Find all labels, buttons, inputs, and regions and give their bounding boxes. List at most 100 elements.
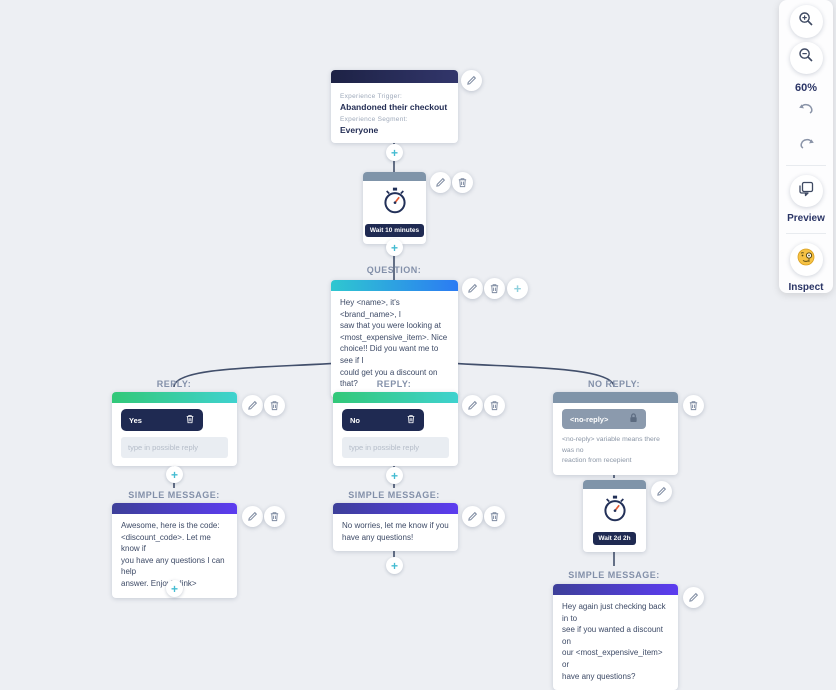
simple-message-node-no[interactable]: No worries, let me know if you have any …	[333, 503, 458, 552]
question-node[interactable]: Hey <name>, it's <brand_name>, I saw tha…	[331, 280, 458, 398]
message-node-header	[112, 503, 237, 514]
trigger-field-label: Experience Trigger:	[340, 93, 403, 100]
pencil-icon	[466, 75, 477, 86]
delete-button[interactable]	[683, 395, 704, 416]
question-label: QUESTION:	[366, 265, 422, 275]
pencil-icon	[467, 283, 478, 294]
no-reply-node-header	[553, 392, 678, 403]
preview-label: Preview	[787, 213, 825, 225]
reply-yes-label: REPLY:	[156, 379, 192, 389]
delete-button[interactable]	[484, 395, 505, 416]
trash-icon	[688, 400, 699, 411]
add-step-button[interactable]: +	[386, 467, 403, 484]
redo-arrow-icon	[798, 136, 815, 155]
delete-button[interactable]	[484, 278, 505, 299]
no-reply-pill: <no-reply>	[562, 409, 646, 429]
inspect-button[interactable]	[789, 243, 823, 276]
trash-icon[interactable]	[185, 411, 195, 429]
edit-button[interactable]	[462, 395, 483, 416]
pencil-icon	[467, 400, 478, 411]
pencil-icon	[467, 511, 478, 522]
zoom-out-button[interactable]	[789, 41, 823, 75]
trash-icon[interactable]	[406, 411, 416, 429]
wait-node-header	[363, 172, 426, 181]
inspect-label: Inspect	[788, 282, 824, 293]
preview-button[interactable]	[789, 174, 823, 208]
simple-message-label: SIMPLE MESSAGE:	[348, 490, 440, 500]
wait-duration-badge: Wait 10 minutes	[364, 224, 425, 237]
add-branch-button[interactable]: +	[507, 278, 528, 299]
reply-pill-no[interactable]: No	[342, 409, 424, 431]
wait-duration-badge: Wait 2d 2h	[593, 532, 636, 545]
pencil-icon	[435, 177, 446, 188]
lock-icon	[629, 410, 638, 428]
no-reply-pill-text: <no-reply>	[570, 414, 609, 424]
segment-field-value: Everyone	[340, 125, 379, 135]
edit-button[interactable]	[683, 587, 704, 608]
stopwatch-icon	[600, 494, 630, 529]
wait-node-1[interactable]: Wait 10 minutes	[363, 172, 426, 244]
wait-node-2[interactable]: Wait 2d 2h	[583, 480, 646, 552]
magnifier-plus-icon	[798, 11, 814, 32]
divider	[786, 233, 826, 235]
trash-icon	[457, 177, 468, 188]
add-step-button[interactable]: +	[166, 466, 183, 483]
undo-button[interactable]	[790, 100, 823, 120]
no-reply-label: NO REPLY:	[587, 379, 641, 389]
trash-icon	[489, 511, 500, 522]
face-with-monocle-icon	[797, 248, 815, 271]
reply-pill-text: No	[350, 415, 360, 425]
trash-icon	[489, 400, 500, 411]
question-text: Hey <name>, it's <brand_name>, I saw tha…	[340, 298, 448, 389]
pencil-icon	[247, 511, 258, 522]
add-step-button[interactable]: +	[166, 580, 183, 597]
pencil-icon	[247, 400, 258, 411]
no-reply-node[interactable]: <no-reply> <no-reply> variable means the…	[553, 392, 678, 475]
redo-button[interactable]	[790, 136, 823, 156]
add-step-button[interactable]: +	[386, 239, 403, 256]
possible-reply-input[interactable]: type in possible reply	[342, 437, 449, 458]
message-node-header	[333, 503, 458, 514]
add-step-button[interactable]: +	[386, 557, 403, 574]
edit-button[interactable]	[242, 506, 263, 527]
pencil-icon	[656, 486, 667, 497]
reply-node-header	[112, 392, 237, 403]
trash-icon	[269, 400, 280, 411]
pencil-icon	[688, 592, 699, 603]
pages-preview-icon	[798, 181, 814, 202]
message-node-header	[553, 584, 678, 595]
message-text: No worries, let me know if you have any …	[342, 521, 449, 542]
reply-node-yes[interactable]: Yes type in possible reply	[112, 392, 237, 466]
delete-button[interactable]	[264, 395, 285, 416]
edit-button[interactable]	[651, 481, 672, 502]
trigger-node-header	[331, 70, 458, 83]
edit-button[interactable]	[462, 278, 483, 299]
stopwatch-icon	[380, 186, 410, 221]
possible-reply-input[interactable]: type in possible reply	[121, 437, 228, 458]
delete-button[interactable]	[484, 506, 505, 527]
reply-node-header	[333, 392, 458, 403]
edit-button[interactable]	[430, 172, 451, 193]
simple-message-label: SIMPLE MESSAGE:	[568, 570, 660, 580]
add-step-button[interactable]: +	[386, 144, 403, 161]
zoom-level-value: 60%	[794, 82, 818, 95]
delete-button[interactable]	[264, 506, 285, 527]
edit-button[interactable]	[242, 395, 263, 416]
delete-button[interactable]	[452, 172, 473, 193]
reply-pill-text: Yes	[129, 415, 142, 425]
reply-pill-yes[interactable]: Yes	[121, 409, 203, 431]
message-text: Hey again just checking back in to see i…	[562, 602, 666, 681]
simple-message-label: SIMPLE MESSAGE:	[128, 490, 220, 500]
trigger-node[interactable]: Experience Trigger: Abandoned their chec…	[331, 70, 458, 143]
simple-message-node-noreply[interactable]: Hey again just checking back in to see i…	[553, 584, 678, 690]
plus-icon: +	[513, 281, 522, 296]
edit-button[interactable]	[461, 70, 482, 91]
edit-button[interactable]	[462, 506, 483, 527]
reply-no-label: REPLY:	[376, 379, 412, 389]
zoom-in-button[interactable]	[789, 5, 823, 38]
undo-arrow-icon	[798, 101, 815, 120]
reply-node-no[interactable]: No type in possible reply	[333, 392, 458, 466]
segment-field-label: Experience Segment:	[340, 116, 408, 123]
wait-node-header	[583, 480, 646, 489]
